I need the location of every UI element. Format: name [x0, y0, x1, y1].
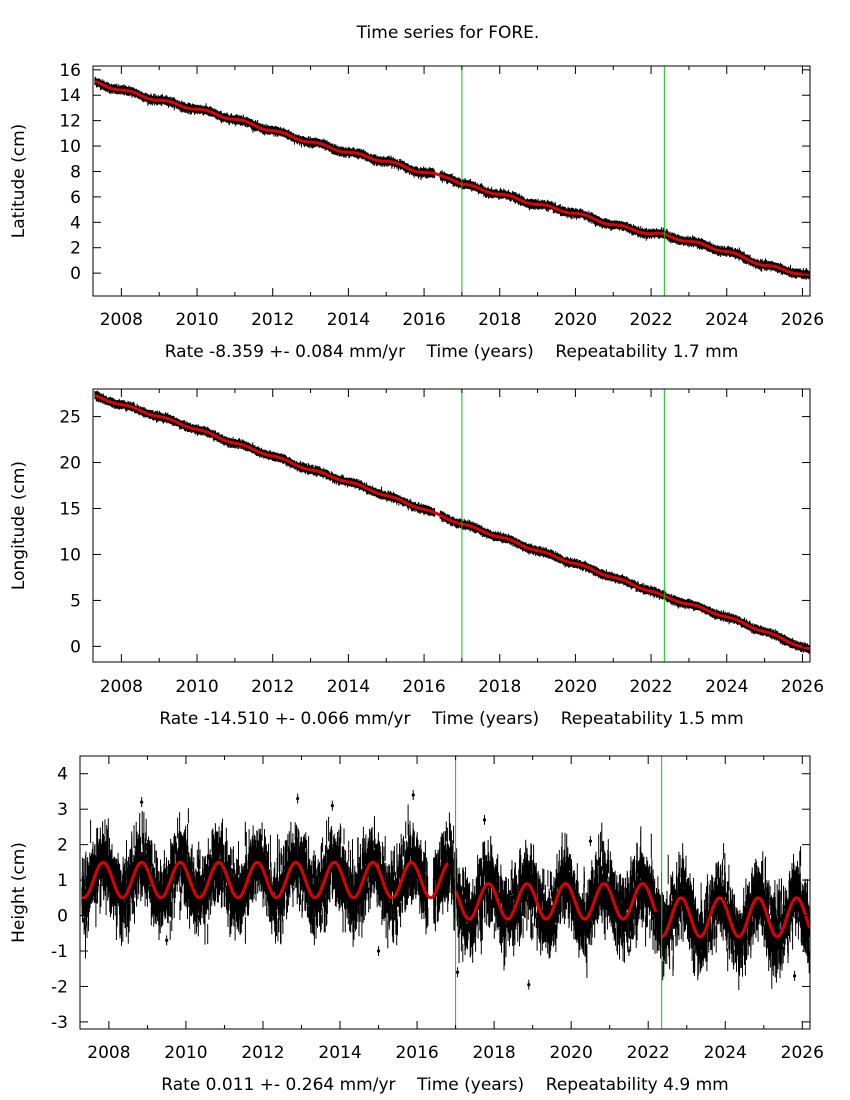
latitude-panel: 2008 2010 2012 2014 2016 2018 2020 2022 2024 2026…: [9, 61, 824, 362]
latitude-frame: [92, 65, 811, 297]
x-tick-label: 2020: [554, 310, 597, 330]
x-tick-label: 2020: [550, 1043, 593, 1063]
y-tick-label: 25: [59, 408, 81, 428]
y-tick-label: 5: [70, 591, 81, 611]
longitude-panel: 2008 2010 2012 2014 2016 2018 2020 2022 2024 2026…: [9, 388, 824, 729]
y-tick-label: 6: [70, 188, 81, 208]
latitude-x-axis: 2008 2010 2012 2014 2016 2018 2020 2022 2024 2026: [100, 66, 824, 330]
outlier-point-marker: [296, 796, 300, 801]
y-tick-label: 4: [57, 765, 68, 785]
x-tick-label: 2008: [100, 677, 143, 697]
y-tick-label: -1: [51, 942, 68, 962]
y-tick-label: -3: [51, 1013, 68, 1033]
outlier-point-marker: [527, 983, 531, 987]
height-panel: 2008 2010 2012 2014 2016 2018 2020 2022 2024 2026…: [9, 755, 824, 1095]
outlier-point-marker: [140, 800, 144, 804]
latitude-y-label: Latitude (cm): [9, 124, 29, 239]
y-tick-label: 0: [57, 907, 68, 927]
y-tick-label: 4: [70, 213, 81, 233]
y-tick-label: 20: [59, 454, 81, 474]
height-y-label: Height (cm): [9, 842, 29, 943]
x-tick-label: 2022: [629, 677, 672, 697]
longitude-y-axis: 0 5 10 15 20 25: [59, 408, 810, 657]
y-tick-label: 1: [57, 871, 68, 891]
height-plot-area: [81, 790, 810, 990]
x-tick-label: 2010: [175, 677, 218, 697]
x-tick-label: 2014: [327, 677, 370, 697]
y-tick-label: 15: [59, 499, 81, 519]
outlier-point-marker: [792, 974, 797, 978]
y-tick-label: 12: [59, 112, 81, 132]
latitude-plot-area: [94, 76, 810, 280]
model-curve-segment: [454, 882, 658, 921]
x-tick-label: 2024: [704, 1043, 747, 1063]
longitude-plot-area: [94, 390, 810, 654]
height-observations: [81, 790, 810, 990]
y-tick-label: 2: [57, 836, 68, 856]
x-tick-label: 2012: [251, 310, 294, 330]
outlier-point-marker: [330, 804, 334, 808]
x-tick-label: 2014: [318, 1043, 361, 1063]
outlier-point-marker: [588, 839, 593, 843]
y-tick-label: 16: [59, 61, 81, 81]
x-tick-label: 2008: [100, 310, 143, 330]
x-tick-label: 2024: [705, 677, 748, 697]
outlier-point-marker: [482, 818, 487, 822]
y-tick-label: 8: [70, 162, 81, 182]
height-model: [81, 860, 810, 939]
y-tick-label: 10: [59, 545, 81, 565]
x-tick-label: 2020: [554, 677, 597, 697]
height-frame: [79, 755, 811, 1030]
x-tick-label: 2026: [781, 677, 824, 697]
y-tick-label: 2: [70, 239, 81, 259]
model-curve-segment: [81, 860, 450, 900]
outlier-point-marker: [165, 938, 169, 942]
x-tick-label: 2012: [251, 677, 294, 697]
outlier-point-marker: [376, 949, 381, 953]
latitude-x-label: Rate -8.359 +- 0.084 mm/yr Time (years) …: [165, 342, 739, 362]
latitude-model: [94, 79, 810, 276]
model-curve: [94, 394, 810, 651]
y-tick-label: 0: [70, 264, 81, 284]
outlier-point-marker: [455, 970, 460, 974]
y-tick-label: 3: [57, 800, 68, 820]
x-tick-label: 2018: [472, 1043, 515, 1063]
outlier-point-marker: [411, 793, 415, 797]
x-tick-label: 2018: [478, 677, 521, 697]
model-curve-segment: [661, 896, 810, 939]
height-y-axis: -3 -2 -1 0 1 2 3 4: [51, 765, 810, 1033]
x-tick-label: 2010: [175, 310, 218, 330]
longitude-model: [94, 394, 810, 651]
x-tick-label: 2024: [705, 310, 748, 330]
longitude-x-label: Rate -14.510 +- 0.066 mm/yr Time (years)…: [159, 709, 743, 729]
outlier-point-marker: [627, 949, 631, 953]
x-tick-label: 2016: [402, 677, 445, 697]
height-error-bars: [81, 804, 810, 990]
x-tick-label: 2008: [87, 1043, 130, 1063]
y-tick-label: 10: [59, 137, 81, 157]
y-tick-label: 0: [70, 637, 81, 657]
longitude-y-label: Longitude (cm): [9, 461, 29, 590]
model-curve: [94, 79, 810, 276]
x-tick-label: 2022: [629, 310, 672, 330]
x-tick-label: 2014: [327, 310, 370, 330]
x-tick-label: 2018: [478, 310, 521, 330]
x-tick-label: 2026: [781, 310, 824, 330]
height-x-axis: 2008 2010 2012 2014 2016 2018 2020 2022 2024 2026: [87, 756, 824, 1063]
x-tick-label: 2022: [627, 1043, 670, 1063]
x-tick-label: 2016: [402, 310, 445, 330]
figure-title: Time series for FORE.: [356, 23, 540, 43]
x-tick-label: 2026: [781, 1043, 824, 1063]
longitude-frame: [92, 388, 811, 663]
latitude-y-axis: 0 2 4 6 8 10 12 14 16: [59, 61, 810, 284]
longitude-x-axis: 2008 2010 2012 2014 2016 2018 2020 2022 2024 2026: [100, 389, 824, 697]
height-x-label: Rate 0.011 +- 0.264 mm/yr Time (years) R…: [161, 1075, 728, 1095]
x-tick-label: 2012: [241, 1043, 284, 1063]
y-tick-label: -2: [51, 977, 68, 997]
x-tick-label: 2010: [164, 1043, 207, 1063]
x-tick-label: 2016: [395, 1043, 438, 1063]
y-tick-label: 14: [59, 86, 81, 106]
